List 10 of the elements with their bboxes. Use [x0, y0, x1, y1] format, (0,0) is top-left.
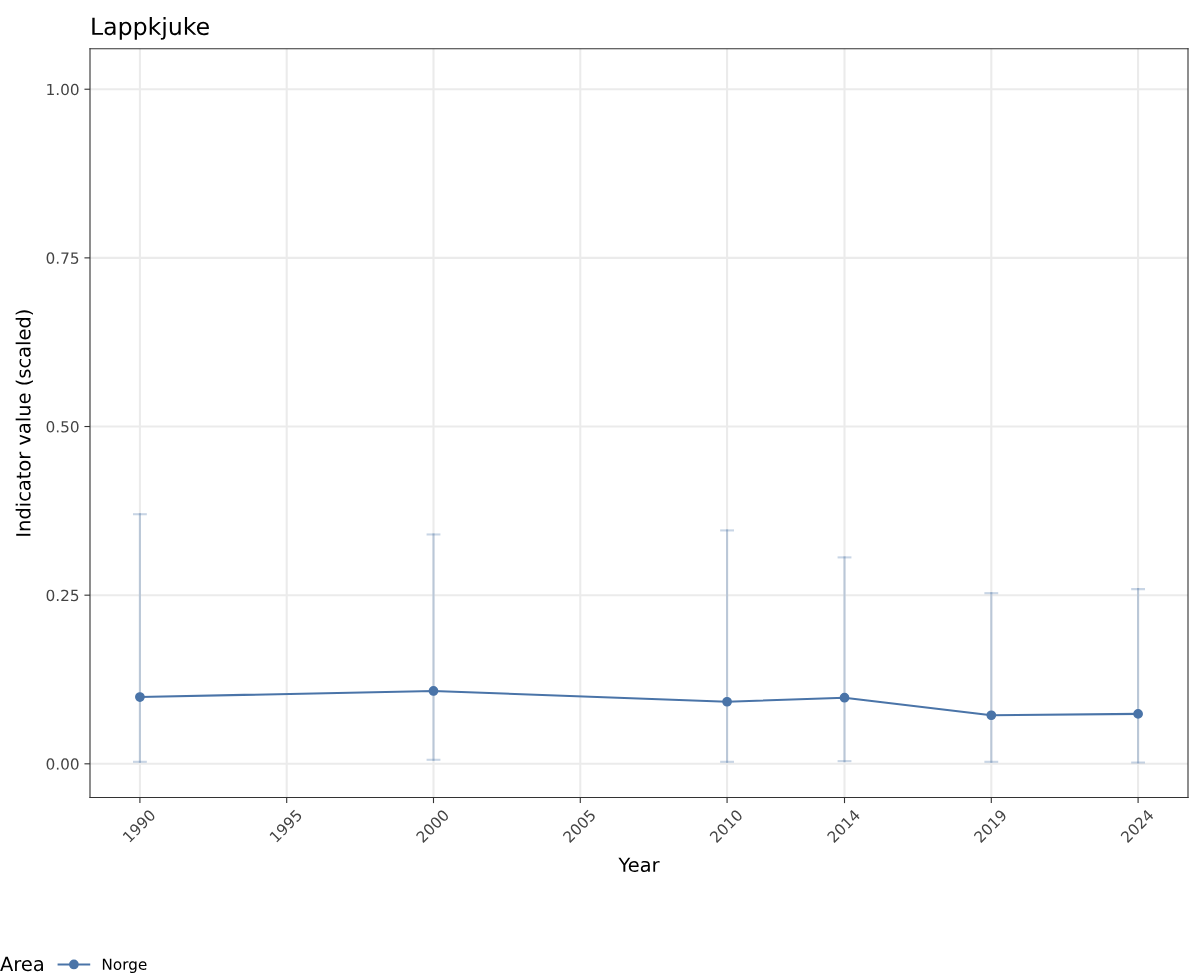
- y-tick-label: 0.25: [46, 589, 79, 602]
- y-tick-label: 1.00: [47, 83, 79, 96]
- y-tick-label: 0.75: [46, 252, 79, 264]
- y-tick-label: 0.50: [46, 420, 79, 433]
- legend-title: Area: [0, 956, 43, 972]
- x-axis-title: Year: [618, 857, 660, 873]
- y-axis-title: Indicator value (scaled): [15, 310, 33, 536]
- legend-label: Norge: [102, 958, 147, 973]
- y-tick-label: 0.00: [46, 758, 79, 770]
- chart-title: Lappkjuke: [92, 16, 209, 40]
